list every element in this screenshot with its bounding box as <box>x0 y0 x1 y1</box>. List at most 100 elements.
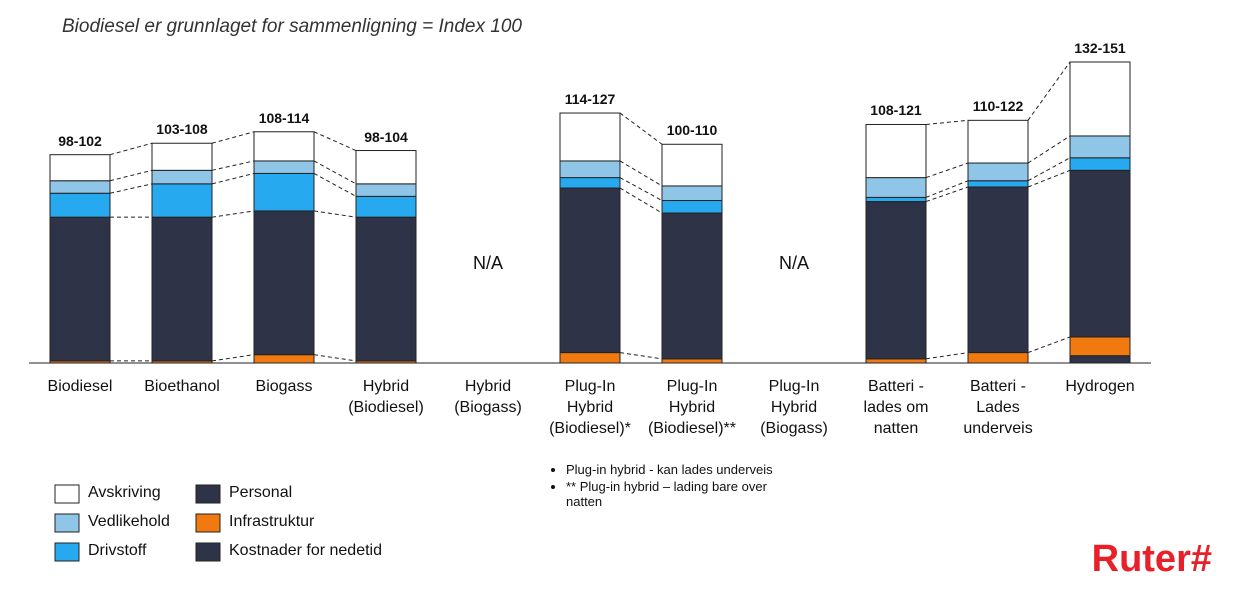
notes: Plug-in hybrid - kan lades underveis ** … <box>548 462 796 511</box>
bar-segment <box>355 150 417 185</box>
x-tick-label: Batteri - Lades underveis <box>963 378 1033 437</box>
total-label: 98-104 <box>364 128 408 145</box>
connector <box>211 354 255 362</box>
connector <box>925 119 969 125</box>
connector <box>109 169 153 182</box>
total-label: 110-122 <box>972 98 1024 115</box>
connector <box>1027 135 1071 164</box>
bar-segment <box>253 131 315 162</box>
bar-segment <box>865 358 927 364</box>
bar-segment <box>967 352 1029 364</box>
connector <box>313 160 357 185</box>
logo: Ruter# <box>1091 538 1212 580</box>
bar-segment <box>253 210 315 356</box>
connector <box>1027 169 1071 188</box>
bar-segment <box>967 180 1029 188</box>
legend-label: Avskriving <box>88 484 161 501</box>
bar-segment <box>967 119 1029 164</box>
bar-segment <box>967 162 1029 182</box>
na-label: N/A <box>472 253 503 273</box>
x-tick-label: Bioethanol <box>144 378 220 395</box>
connector <box>313 210 357 218</box>
bar-segment <box>661 212 723 360</box>
connector <box>313 354 357 362</box>
bar-segment <box>559 352 621 364</box>
x-tick-label: Batteri - lades om natten <box>863 378 929 437</box>
connector <box>925 180 969 198</box>
bar-segment <box>151 183 213 218</box>
legend-label: Personal <box>229 484 293 501</box>
connector <box>619 160 663 187</box>
bar-segment <box>355 195 417 218</box>
connector <box>925 186 969 203</box>
connector <box>619 177 663 201</box>
bar-segment <box>661 185 723 202</box>
chart-title: Biodiesel er grunnlaget for sammenlignin… <box>62 16 522 37</box>
legend-swatch <box>195 513 221 533</box>
total-label: 108-121 <box>870 102 922 119</box>
x-tick-label: Biogass <box>255 378 313 395</box>
bar-segment <box>1069 355 1131 364</box>
bar-segment <box>1069 61 1131 137</box>
bar-segment <box>559 160 621 179</box>
total-label: 98-102 <box>58 132 102 149</box>
x-tick-label: Plug-In Hybrid (Biodiesel)** <box>647 378 737 437</box>
connector <box>925 352 969 360</box>
bar-segment <box>1069 157 1131 171</box>
x-tick-label: Plug-In Hybrid (Biogass) <box>760 378 828 437</box>
connector <box>925 162 969 179</box>
x-tick-label: Hybrid (Biodiesel) <box>348 378 424 416</box>
total-label: 114-127 <box>564 91 616 108</box>
connector <box>109 183 153 194</box>
connector <box>211 160 255 171</box>
bar-segment <box>865 201 927 360</box>
bar-segment <box>355 183 417 197</box>
legend-swatch <box>195 484 221 504</box>
connector <box>313 131 357 151</box>
bar-segment <box>559 177 621 189</box>
bar-segment <box>49 180 111 194</box>
bar-segment <box>559 112 621 162</box>
bar-segment <box>559 187 621 354</box>
bar-segment <box>1069 135 1131 159</box>
bar-segment <box>661 200 723 214</box>
legend-label: Kostnader for nedetid <box>229 542 382 559</box>
total-label: 100-110 <box>666 122 718 139</box>
na-label: N/A <box>778 253 809 273</box>
legend-label: Vedlikehold <box>88 513 170 530</box>
bar-segment <box>151 216 213 362</box>
bar-segment <box>1069 169 1131 338</box>
bar-segment <box>151 142 213 171</box>
connector <box>211 210 255 218</box>
legend-swatch <box>195 542 221 562</box>
bar-segment <box>661 358 723 364</box>
bar-segment <box>355 216 417 362</box>
connector <box>1027 336 1071 354</box>
bar-segment <box>49 154 111 182</box>
connector <box>619 112 663 145</box>
bar-segment <box>49 216 111 362</box>
x-tick-label: Biodiesel <box>47 378 113 395</box>
bar-segment <box>967 186 1029 354</box>
legend-label: Drivstoff <box>88 542 147 559</box>
total-label: 132-151 <box>1074 40 1126 56</box>
total-label: 108-114 <box>258 109 310 126</box>
connector <box>211 131 255 144</box>
x-tick-label: Plug-In Hybrid (Biodiesel)* <box>549 378 631 437</box>
bar-segment <box>661 143 723 187</box>
bar-segment <box>151 169 213 185</box>
bar-segment <box>49 192 111 218</box>
x-tick-label: Hydrogen <box>1065 378 1135 395</box>
bar-segment <box>253 354 315 364</box>
legend-swatch <box>54 513 80 533</box>
bar-segment <box>253 160 315 174</box>
legend-swatch <box>54 542 80 562</box>
note: ** Plug-in hybrid – lading bare over nat… <box>566 479 796 509</box>
connector <box>619 352 663 360</box>
bar-segment <box>865 177 927 198</box>
connector <box>1027 157 1071 182</box>
connector <box>1027 61 1071 121</box>
legend-label: Infrastruktur <box>229 513 315 530</box>
